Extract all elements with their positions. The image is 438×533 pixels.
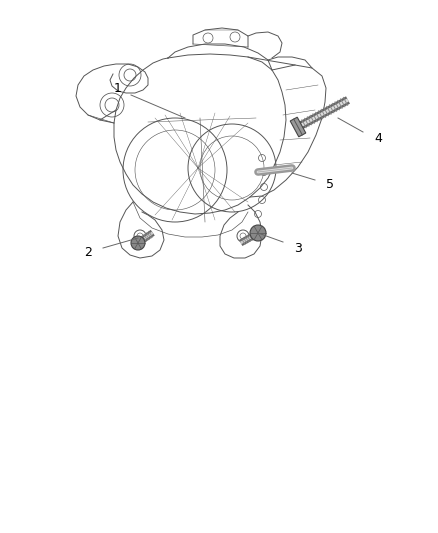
Text: 1: 1: [114, 82, 122, 94]
Text: 3: 3: [294, 241, 302, 254]
Text: 2: 2: [84, 246, 92, 260]
Circle shape: [131, 236, 145, 250]
Text: 4: 4: [374, 132, 382, 144]
Circle shape: [250, 225, 266, 241]
Polygon shape: [290, 117, 306, 137]
Text: 5: 5: [326, 179, 334, 191]
